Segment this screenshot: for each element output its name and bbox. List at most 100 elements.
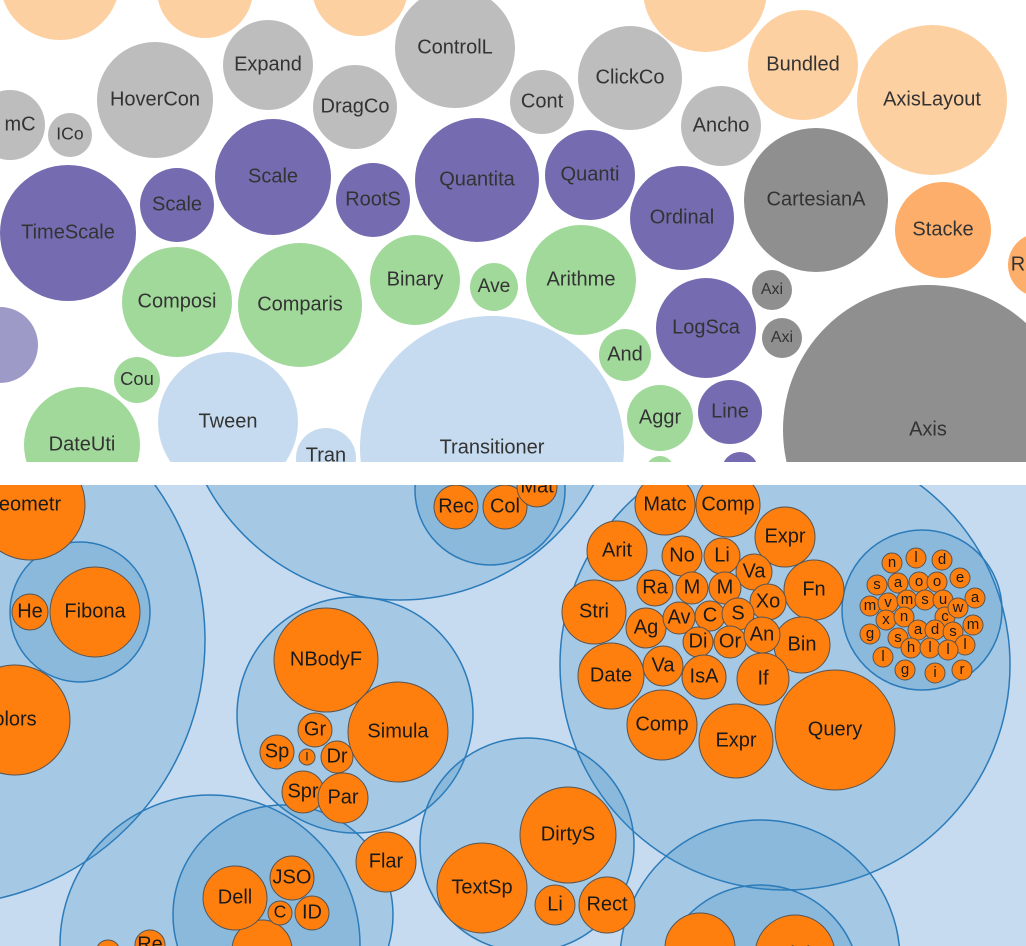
leaf bbox=[298, 748, 316, 766]
bubble-label: ControlL bbox=[417, 36, 493, 58]
bubble-label: Arithme bbox=[547, 268, 616, 290]
leaf-label: o bbox=[915, 573, 923, 590]
leaf bbox=[949, 567, 971, 589]
bubble bbox=[336, 163, 410, 237]
bubble-label: LogSca bbox=[672, 316, 741, 338]
bubble bbox=[360, 316, 624, 462]
bubble bbox=[370, 235, 460, 325]
bubble-label: Axis bbox=[909, 418, 947, 440]
leaf-label: TextSp bbox=[451, 876, 512, 898]
leaf bbox=[636, 569, 674, 607]
bubble bbox=[857, 25, 1007, 175]
bubble-label: AxisLayout bbox=[883, 88, 981, 110]
leaf bbox=[642, 645, 684, 687]
bubble-label: Scale bbox=[152, 193, 202, 215]
leaf bbox=[97, 939, 119, 946]
leaf bbox=[675, 571, 709, 605]
leaf bbox=[433, 485, 479, 530]
leaf bbox=[905, 547, 927, 569]
bubble bbox=[313, 0, 407, 36]
leaf-label: Linl bbox=[779, 943, 810, 946]
leaf bbox=[259, 734, 295, 770]
bubble-label: Cou bbox=[120, 368, 154, 389]
bubble bbox=[470, 263, 518, 311]
leaf bbox=[347, 681, 449, 783]
leaf-label: e bbox=[956, 569, 964, 586]
leaf bbox=[269, 855, 315, 901]
leaf-label: d bbox=[931, 621, 939, 638]
leaf-label: c bbox=[941, 608, 949, 625]
leaf-label: Sp bbox=[265, 740, 289, 762]
bubble-label: Line bbox=[711, 400, 749, 422]
bubble bbox=[48, 113, 92, 157]
bubble-label: Stacke bbox=[912, 218, 973, 240]
leaf-label: u bbox=[939, 591, 947, 608]
leaf-label: S bbox=[731, 602, 744, 624]
bubble bbox=[545, 130, 635, 220]
leaf bbox=[937, 639, 959, 661]
leaf-label: C bbox=[274, 902, 287, 922]
bubble bbox=[215, 119, 331, 235]
leaf-label: l bbox=[881, 648, 884, 665]
leaf bbox=[872, 646, 894, 668]
leaf bbox=[578, 876, 636, 934]
leaf-label: Flar bbox=[369, 850, 404, 872]
bubble-label: HoverCon bbox=[110, 88, 200, 110]
bubble-label: ICo bbox=[56, 124, 84, 144]
bubble-label: Ancho bbox=[693, 114, 750, 136]
leaf-label: Par bbox=[327, 786, 358, 808]
leaf bbox=[894, 659, 916, 681]
leaf-label: Stri bbox=[579, 600, 609, 622]
leaf bbox=[561, 579, 627, 645]
leaf-label: An bbox=[750, 623, 774, 645]
leaf-label: Dr bbox=[326, 745, 347, 767]
leaf-label: s bbox=[921, 591, 929, 608]
leaf-label: Li bbox=[547, 893, 563, 915]
bubble-label: Composi bbox=[138, 290, 217, 312]
leaf-label: s bbox=[949, 623, 957, 640]
leaf-label: i bbox=[933, 664, 936, 681]
bubble bbox=[114, 357, 160, 403]
leaf bbox=[924, 662, 946, 684]
bubble bbox=[681, 86, 761, 166]
bubble-label: DateUti bbox=[49, 433, 116, 455]
bubble-label: Expand bbox=[234, 53, 302, 75]
bubble-label: Quanti bbox=[561, 163, 620, 185]
bubble-label: Cont bbox=[521, 90, 564, 112]
bubble-label: Aggr bbox=[639, 406, 682, 428]
bubble bbox=[140, 168, 214, 242]
bubble-label: Axi bbox=[771, 329, 793, 346]
bubble bbox=[578, 26, 682, 130]
leaf-label: v bbox=[884, 594, 892, 611]
leaf-label: Fn bbox=[802, 578, 825, 600]
bubble bbox=[296, 428, 356, 462]
leaf-label: l bbox=[946, 641, 949, 658]
bubble bbox=[0, 165, 136, 301]
leaf-label: Re bbox=[137, 933, 163, 946]
bubble bbox=[643, 0, 767, 52]
leaf-label: n bbox=[888, 554, 896, 571]
leaf bbox=[134, 929, 166, 946]
leaf-label: d bbox=[938, 551, 946, 568]
leaf bbox=[951, 659, 973, 681]
leaf bbox=[755, 914, 835, 946]
leaf-label: Comp bbox=[701, 493, 754, 515]
leaf-label: Rec bbox=[438, 495, 474, 517]
leaf bbox=[482, 485, 528, 530]
leaf bbox=[962, 614, 984, 636]
leaf-label: l bbox=[963, 636, 966, 653]
leaf bbox=[273, 607, 379, 713]
leaf-label: eometr bbox=[0, 493, 61, 515]
leaf-label: C bbox=[703, 604, 717, 626]
leaf bbox=[320, 740, 354, 774]
leaf-label: Matc bbox=[643, 493, 686, 515]
bubble-label: R bbox=[1011, 253, 1025, 275]
leaf-label: m bbox=[901, 591, 914, 608]
leaf-label: olors bbox=[0, 708, 37, 730]
leaf bbox=[516, 485, 558, 508]
bubble-label: TimeScale bbox=[21, 221, 115, 243]
bubble-label: DragCo bbox=[321, 95, 390, 117]
leaf bbox=[317, 772, 369, 824]
leaf bbox=[586, 520, 648, 582]
